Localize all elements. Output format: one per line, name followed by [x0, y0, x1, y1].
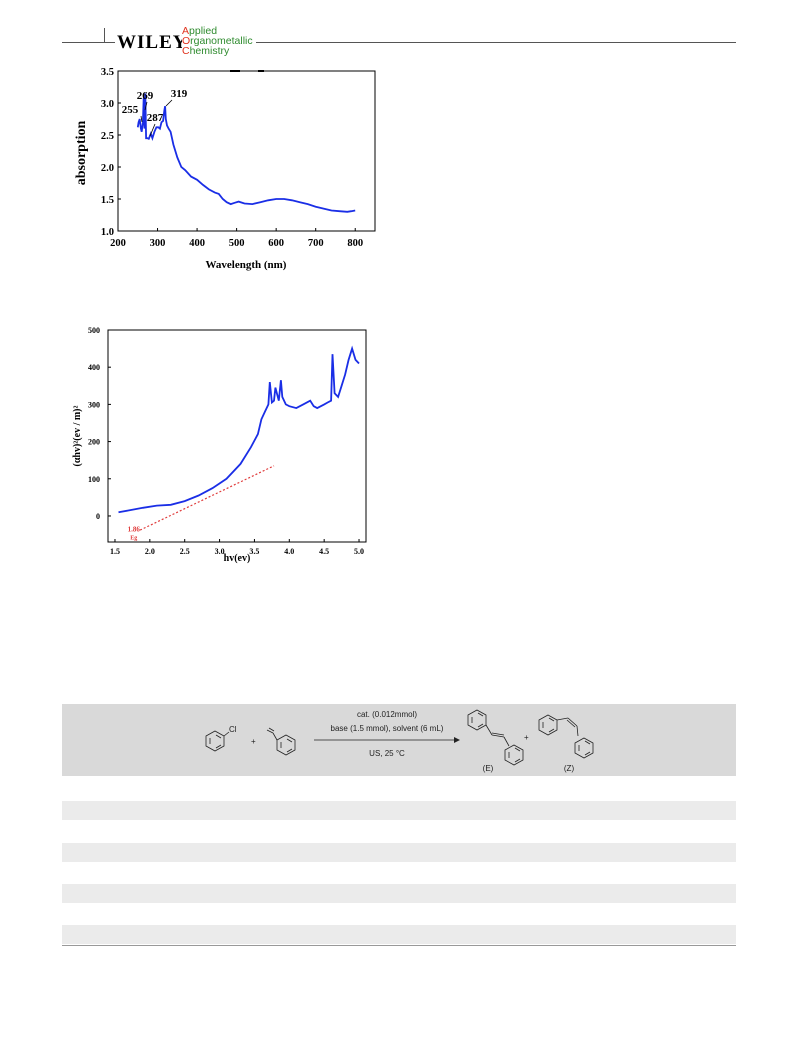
peak-label: 255 [122, 104, 139, 116]
y-tick-label: 1.5 [101, 195, 114, 206]
product-z-label: (Z) [564, 764, 575, 773]
y-tick-label: 200 [88, 438, 100, 447]
x-tick-label: 200 [110, 238, 126, 249]
y-tick-label: 2.0 [101, 163, 114, 174]
tangent-fit-line [139, 465, 275, 531]
y-axis-label: absorption [74, 121, 89, 186]
x-tick-label: 800 [347, 238, 363, 249]
journal-line-3: Chemistry [182, 45, 230, 57]
x-tick-label: 400 [189, 238, 205, 249]
tauc-series-line [118, 345, 360, 514]
x-tick-label: 300 [150, 238, 166, 249]
x-tick-label: 4.5 [319, 547, 329, 556]
peak-leader-line [165, 99, 173, 107]
chloro-substituent: Cl [229, 725, 237, 734]
x-axis-label: Wavelength (nm) [206, 259, 287, 271]
tauc-plot-chart: 1.5 2.0 2.5 3.0 3.5 4.0 4.5 5.0 0 100 200 300 400 500… [72, 326, 367, 564]
x-tick-label: 5.0 [354, 547, 364, 556]
header-tick [104, 28, 105, 43]
plot-frame [117, 70, 376, 232]
peak-label: 269 [137, 90, 154, 102]
plus-sign-1: + [251, 737, 256, 746]
table-row [62, 884, 736, 903]
table-bottom-rule [62, 945, 736, 946]
product-e-label: (E) [483, 764, 494, 773]
chlorobenzene-structure [205, 730, 230, 752]
y-tick-label: 100 [88, 475, 100, 484]
reagent-base-solvent: base (1.5 mmol), solvent (6 mL) [331, 724, 444, 733]
y-tick-label: 500 [88, 326, 100, 335]
table-row [62, 925, 736, 944]
y-tick-label: 3.5 [101, 67, 114, 78]
journal-line-1: Applied [182, 25, 218, 37]
peak-label: 287 [147, 112, 164, 124]
publisher-logo: WILEY [115, 32, 190, 54]
y-tick-label: 0 [96, 512, 100, 521]
x-axis-label: hv(ev) [224, 553, 251, 564]
journal-logo: Applied Organometallic Chemistry [182, 26, 256, 56]
plot-frame [107, 329, 367, 543]
header-rule [62, 42, 736, 43]
journal-line-2: Organometallic [182, 35, 253, 47]
peak-leader-line [140, 115, 143, 123]
absorption-series-line [136, 93, 356, 213]
x-tick-label: 3.5 [249, 547, 259, 556]
x-tick-label: 700 [308, 238, 324, 249]
plus-sign-2: + [524, 733, 529, 742]
band-gap-value: 1.86 [128, 526, 141, 534]
y-axis-label: (αhv)²(ev / m)² [72, 405, 83, 466]
x-tick-label: 600 [268, 238, 284, 249]
y-tick-label: 300 [88, 400, 100, 409]
x-tick-label: 500 [229, 238, 245, 249]
reaction-arrowhead [454, 737, 460, 743]
peak-leader-line [144, 101, 148, 111]
x-tick-label: 2.5 [180, 547, 190, 556]
reagent-catalyst: cat. (0.012mmol) [357, 710, 417, 719]
y-tick-label: 400 [88, 363, 100, 372]
peak-label: 319 [171, 88, 188, 100]
reagent-conditions: US, 25 °C [369, 749, 405, 758]
peak-leader-line [149, 123, 156, 137]
y-tick-label: 1.0 [101, 227, 114, 238]
styrene-structure [266, 727, 296, 756]
band-gap-label: Eg [130, 535, 137, 541]
e-stilbene-structure [467, 709, 524, 766]
y-tick-label: 3.0 [101, 99, 114, 110]
x-tick-label: 2.0 [145, 547, 155, 556]
x-tick-label: 3.0 [215, 547, 225, 556]
table-row [62, 843, 736, 862]
x-tick-label: 1.5 [110, 547, 120, 556]
uv-vis-absorption-chart: 200 300 400 500 600 700 8001.01.52.02.53.03.5 … [74, 67, 376, 271]
table-row [62, 801, 736, 820]
y-tick-label: 2.5 [101, 131, 114, 142]
x-tick-label: 4.0 [284, 547, 294, 556]
z-stilbene-structure [538, 714, 594, 759]
reaction-scheme: Cl + cat. (0.012mmol) base (1.5 mmol), s… [205, 709, 594, 773]
